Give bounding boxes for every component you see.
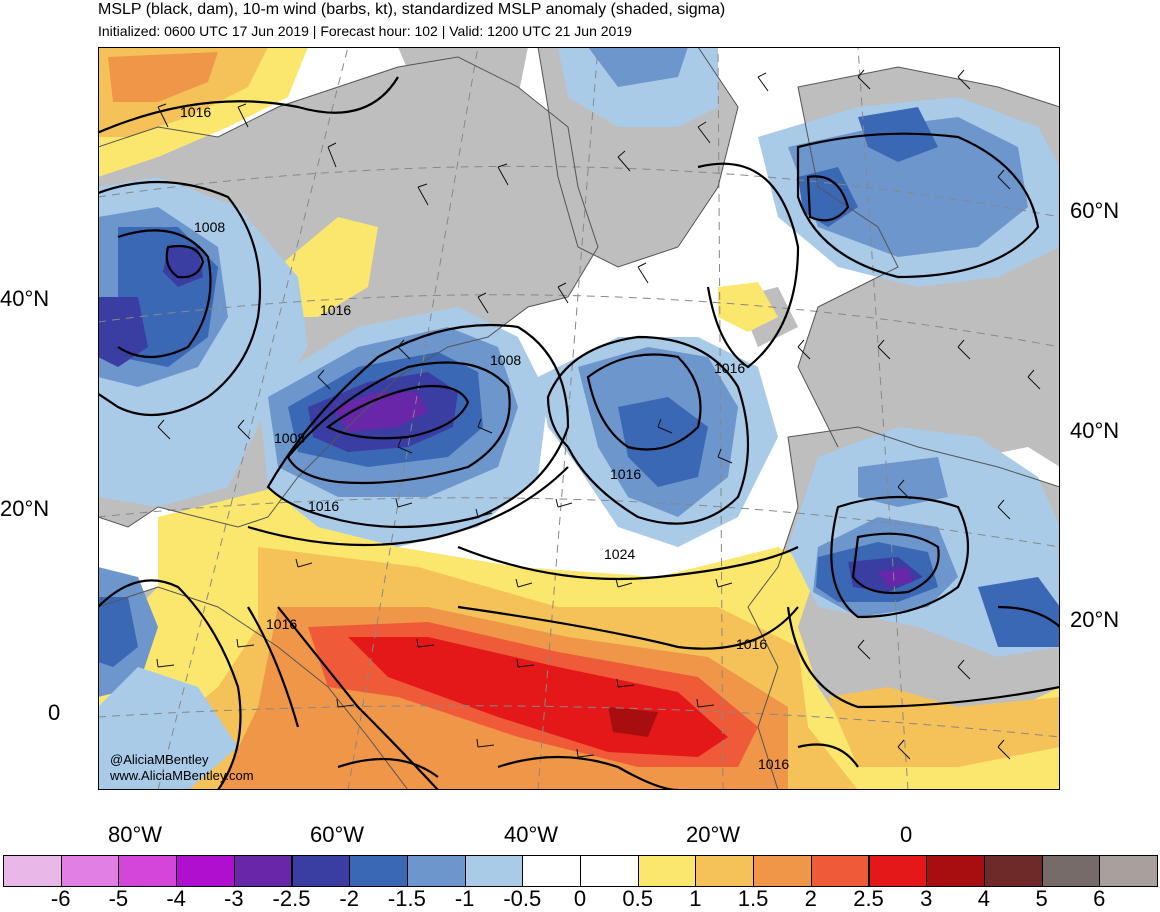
anomaly-shading — [98, 47, 1060, 790]
colorbar-swatch — [1041, 855, 1101, 887]
colorbar-swatch — [868, 855, 928, 887]
colorbar-tick-label: -4 — [166, 886, 186, 911]
lat-label-left: 0 — [48, 700, 61, 725]
isobar-label: 1008 — [194, 219, 225, 235]
isobars — [98, 76, 1060, 790]
map-frame — [98, 47, 1060, 790]
colorbar-tick-label: 2.5 — [853, 886, 884, 911]
lon-label: 60°W — [310, 822, 365, 847]
lon-label: 80°W — [108, 822, 163, 847]
colorbar-tick-label: -1.5 — [387, 886, 426, 911]
isobar-label: 1016 — [266, 616, 297, 632]
isobar-label: 1016 — [714, 360, 745, 376]
colorbar-swatch — [580, 855, 639, 887]
colorbar-tick-label: -0.5 — [503, 886, 542, 911]
colorbar-swatch — [1099, 855, 1158, 887]
colorbar-swatch — [291, 855, 351, 887]
map-title: MSLP (black, dam), 10-m wind (barbs, kt)… — [98, 1, 726, 18]
map-subtitle: Initialized: 0600 UTC 17 Jun 2019 | Fore… — [98, 23, 632, 39]
isobar-label: 1016 — [758, 756, 789, 772]
colorbar-tick-label: -6 — [50, 886, 71, 911]
lat-label-right: 60°N — [1070, 198, 1120, 223]
graticule — [98, 47, 1060, 790]
colorbar-swatch — [983, 855, 1043, 887]
isobar-label: 1016 — [610, 466, 641, 482]
colorbar-swatch — [406, 855, 466, 887]
lon-label: 0 — [900, 822, 913, 847]
colorbar-tick-label: 2 — [804, 886, 817, 911]
colorbar-swatch — [233, 855, 293, 887]
colorbar-swatch — [926, 855, 985, 887]
isobar-label: 1016 — [308, 498, 339, 514]
isobar-label: 1024 — [604, 546, 635, 562]
colorbar-swatch — [176, 855, 235, 887]
colorbar-swatch — [695, 855, 755, 887]
colorbar-swatch — [60, 855, 120, 887]
colorbar-swatch — [522, 855, 581, 887]
credit-website: www.AliciaMBentley.com — [110, 768, 254, 783]
colorbar-tick-label: -2 — [339, 886, 359, 911]
colorbar-swatch — [118, 855, 178, 887]
colorbar-swatch — [637, 855, 697, 887]
coastlines — [98, 47, 1060, 790]
colorbar-swatch — [810, 855, 870, 887]
isobar-label: 1016 — [180, 104, 211, 120]
isobar-label: 1008 — [274, 430, 305, 446]
isobar-label: 1016 — [736, 636, 767, 652]
colorbar-tick-label: 0 — [573, 886, 587, 911]
colorbar-tick-label: 3 — [920, 886, 933, 911]
colorbar-tick-label: -5 — [108, 886, 129, 911]
lon-label: 20°W — [686, 822, 741, 847]
colorbar-tick-label: 1.5 — [737, 886, 769, 911]
colorbar-tick-label: -1 — [454, 886, 475, 911]
credit-handle: @AliciaMBentley — [110, 752, 209, 767]
colorbar-tick-label: 4 — [977, 886, 991, 911]
isobar-label: 1016 — [320, 302, 351, 318]
lat-label-left: 40°N — [0, 286, 50, 311]
colorbar-swatch — [753, 855, 812, 887]
colorbar-tick-label: 6 — [1093, 886, 1106, 911]
colorbar-swatch — [464, 855, 524, 887]
lat-label-right: 40°N — [1070, 418, 1120, 443]
colorbar-tick-label: 1 — [689, 886, 702, 911]
isobar-label: 1008 — [490, 352, 521, 368]
colorbar-tick-label: -2.5 — [272, 886, 311, 911]
colorbar-tick-label: -3 — [224, 886, 244, 911]
wind-barbs — [156, 69, 1041, 760]
lat-label-right: 20°N — [1070, 607, 1120, 632]
colorbar-tick-label: 5 — [1035, 886, 1048, 911]
lat-label-left: 20°N — [0, 496, 50, 521]
colorbar-swatch — [349, 855, 408, 887]
colorbar-tick-label: 0.5 — [622, 886, 653, 911]
colorbar-swatch — [3, 855, 62, 887]
lon-label: 40°W — [504, 822, 559, 847]
weather-map: 1016 1008 1016 1008 1008 1016 1016 1016 … — [98, 47, 1060, 790]
